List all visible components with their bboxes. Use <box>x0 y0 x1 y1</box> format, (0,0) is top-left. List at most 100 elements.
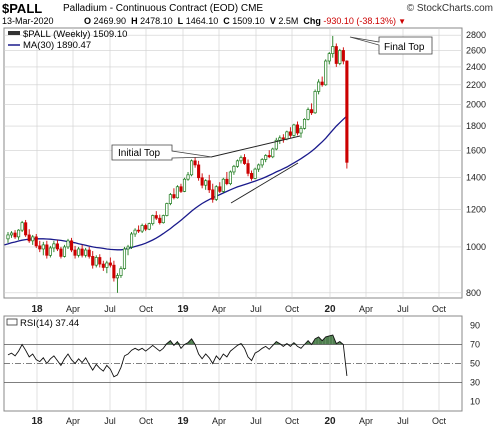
candle <box>264 154 268 163</box>
candle-body <box>84 249 88 256</box>
candle-body <box>228 171 232 185</box>
candle <box>299 126 303 138</box>
candle-body <box>80 248 84 256</box>
candle-body <box>91 256 95 266</box>
candle <box>20 220 24 233</box>
legend-price-label: $PALL (Weekly) 1509.10 <box>23 29 127 40</box>
candle-body <box>41 244 45 250</box>
candle-body <box>207 180 211 191</box>
candle <box>320 76 324 87</box>
candle-body <box>165 203 169 216</box>
y-tick-label: 1400 <box>466 173 486 183</box>
candle-body <box>34 236 38 247</box>
candle <box>317 79 321 95</box>
candle <box>207 174 211 193</box>
rsi-levels <box>4 344 462 383</box>
candle <box>87 246 91 259</box>
candle <box>271 147 275 159</box>
candle-body <box>158 217 162 224</box>
candle <box>281 134 285 143</box>
candle-body <box>73 249 77 256</box>
rsi-tick-label: 90 <box>470 321 480 331</box>
x-tick-label: 18 <box>31 304 43 315</box>
y-tick-label: 1800 <box>466 121 486 131</box>
volume-value: 2.5M <box>278 16 299 26</box>
legend-ma-label: MA(30) 1890.47 <box>23 40 91 51</box>
candle-body <box>211 189 215 200</box>
final-top-box <box>349 36 433 55</box>
candle-body <box>94 257 98 266</box>
candle-body <box>190 160 194 176</box>
candle <box>52 240 56 253</box>
candle <box>27 229 31 243</box>
change-value: -930.10 (-38.13%) <box>323 16 396 26</box>
candle-body <box>119 268 123 276</box>
candle-body <box>137 229 141 232</box>
candle-body <box>9 232 14 236</box>
candle-body <box>257 164 261 170</box>
candle <box>151 214 155 226</box>
candle-body <box>310 109 314 114</box>
candle <box>190 159 194 177</box>
candle-body <box>161 215 165 224</box>
candle <box>225 171 229 186</box>
candle <box>197 160 201 181</box>
candle <box>214 185 218 202</box>
candle-body <box>38 245 42 250</box>
candle <box>91 251 95 269</box>
x-tick-label-rsi: Jul <box>104 416 116 426</box>
pattern-lines <box>210 135 301 204</box>
candle-body <box>239 157 243 162</box>
y-tick-label: 2000 <box>466 99 486 109</box>
candle <box>278 135 282 144</box>
candle-body <box>345 60 349 163</box>
candle-body <box>193 160 197 166</box>
candle-body <box>250 173 254 179</box>
candle-body <box>299 128 303 134</box>
rsi-fill-segment <box>318 336 323 345</box>
candle <box>313 89 317 114</box>
candle-body <box>225 178 229 185</box>
candle <box>172 188 176 200</box>
candle <box>38 240 42 253</box>
candle-body <box>59 248 63 257</box>
quote-line: O 2469.90 H 2478.10 L 1464.10 C 1509.10 … <box>84 16 406 26</box>
rsi-fill-segment <box>325 335 330 345</box>
open-value: 2469.90 <box>93 16 127 26</box>
initial-top-box <box>111 144 213 161</box>
ma30-line <box>4 115 348 251</box>
candle <box>24 219 28 237</box>
candle <box>48 245 52 258</box>
candle <box>31 234 35 245</box>
candle-body <box>264 155 268 160</box>
y-tick-label: 1600 <box>466 145 486 155</box>
ma30-path <box>4 115 348 251</box>
candle-body <box>267 155 271 158</box>
candle <box>295 121 300 136</box>
candle <box>108 257 112 268</box>
rsi-line <box>7 334 348 378</box>
candle-body <box>179 186 183 192</box>
candle <box>126 244 130 256</box>
candle <box>204 179 208 190</box>
candle <box>274 137 278 151</box>
candle <box>235 159 240 168</box>
change-label: Chg <box>303 16 321 26</box>
candle <box>228 170 232 186</box>
candle <box>200 173 204 189</box>
x-tick-label-rsi: 19 <box>177 416 189 427</box>
candle-body <box>172 194 176 199</box>
x-tick-label-rsi: Jul <box>397 416 409 426</box>
final-top-callout: Final Top <box>349 36 433 55</box>
candle <box>144 223 148 232</box>
rsi-tick-label: 10 <box>470 397 480 407</box>
x-tick-label: 19 <box>177 304 189 315</box>
candle-body <box>55 243 59 250</box>
x-tick-label: Oct <box>432 304 447 314</box>
candle <box>302 118 307 130</box>
final-top-label: Final Top <box>384 42 425 53</box>
x-tick-label: Jul <box>250 304 262 314</box>
candle <box>77 246 81 258</box>
candle <box>182 177 187 193</box>
